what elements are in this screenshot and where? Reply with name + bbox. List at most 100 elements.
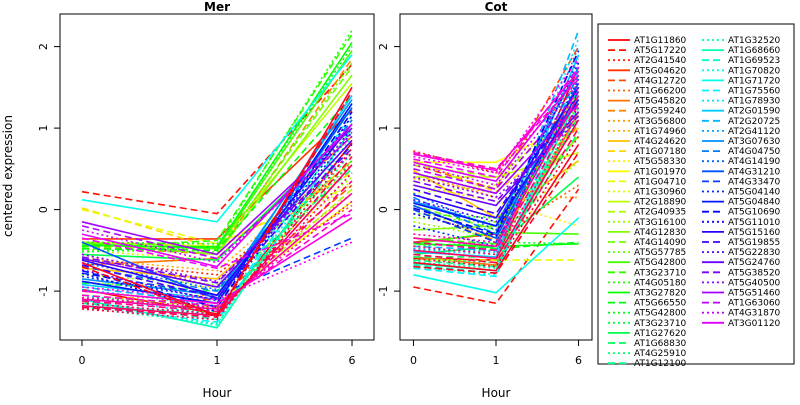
legend-label-c1-4: AT4G12720 <box>634 76 687 86</box>
series-line-mer-64 <box>81 217 353 305</box>
legend-label-c1-27: AT5G42800 <box>634 309 687 319</box>
legend-label-c2-21: AT5G22830 <box>728 248 781 258</box>
legend-label-c2-2: AT1G69523 <box>728 56 780 66</box>
series-line-cot-74 <box>413 152 580 275</box>
series-line-cot-50 <box>413 50 580 236</box>
legend-label-c2-20: AT5G19855 <box>728 238 780 248</box>
series-line-mer-73 <box>81 86 353 317</box>
legend-label-c2-12: AT4G14190 <box>728 157 781 167</box>
y-tick-label-cot-0: 2 <box>377 43 390 50</box>
legend-label-c1-1: AT5G17220 <box>634 46 687 56</box>
series-line-mer-68 <box>81 180 353 313</box>
series-group-cot <box>413 30 580 305</box>
y-tick-label-cot-1: 1 <box>377 125 390 132</box>
series-line-mer-59 <box>81 135 353 260</box>
legend-label-c2-10: AT3G07630 <box>728 137 781 147</box>
series-line-cot-59 <box>413 90 580 191</box>
series-line-cot-70 <box>413 119 580 260</box>
series-line-cot-38 <box>413 70 580 278</box>
series-line-cot-52 <box>413 86 580 219</box>
series-line-cot-65 <box>413 78 580 170</box>
legend-label-c2-19: AT5G15160 <box>728 228 781 238</box>
legend-box <box>597 23 795 365</box>
series-line-cot-28 <box>413 119 580 252</box>
legend-label-c1-17: AT2G40935 <box>634 208 686 218</box>
series-line-mer-18 <box>81 176 353 286</box>
series-line-mer-52 <box>81 123 353 297</box>
series-line-mer-57 <box>81 152 353 283</box>
series-line-mer-69 <box>81 172 353 315</box>
legend-label-c1-9: AT1G74960 <box>634 127 687 137</box>
series-line-cot-42 <box>413 46 580 253</box>
legend-label-c2-7: AT2G01590 <box>728 107 781 117</box>
y-tick-label-cot-3: -1 <box>377 286 390 297</box>
x-tick-label-cot-0: 0 <box>410 354 417 367</box>
series-line-mer-56 <box>81 147 353 284</box>
series-line-cot-64 <box>413 70 580 172</box>
legend-label-c2-6: AT1G78930 <box>728 97 781 107</box>
series-line-mer-74 <box>81 90 353 319</box>
x-axis-title-mer: Hour <box>203 386 232 400</box>
legend-label-c1-0: AT1G11860 <box>634 36 687 46</box>
series-line-cot-12 <box>413 184 579 227</box>
series-line-mer-37 <box>81 54 353 223</box>
series-line-cot-58 <box>413 103 580 195</box>
legend-label-c1-23: AT3G23710 <box>634 268 687 278</box>
legend-label-c1-26: AT5G66550 <box>634 299 687 309</box>
legend-label-c2-1: AT1G68660 <box>728 46 781 56</box>
series-line-cot-33 <box>413 103 580 270</box>
series-line-cot-1 <box>413 188 580 305</box>
series-line-cot-11 <box>413 127 580 193</box>
series-line-mer-25 <box>81 42 353 248</box>
series-line-cot-68 <box>413 103 580 252</box>
legend-label-c1-31: AT4G25910 <box>634 349 687 359</box>
y-axis-title: centered expression <box>1 115 15 237</box>
legend-label-c1-3: AT5G04620 <box>634 66 687 76</box>
legend-label-c2-26: AT1G63060 <box>728 299 781 309</box>
series-line-mer-3 <box>82 109 353 240</box>
legend-label-c1-14: AT1G04710 <box>634 177 687 187</box>
series-line-mer-26 <box>81 94 353 252</box>
series-line-cot-55 <box>413 111 580 207</box>
series-line-cot-73 <box>413 143 580 272</box>
legend-label-c2-18: AT5G11010 <box>728 218 781 228</box>
legend-label-c2-9: AT2G41120 <box>728 127 781 137</box>
series-line-cot-51 <box>413 62 580 237</box>
legend-label-c1-11: AT1G07180 <box>634 147 687 157</box>
legend-label-c1-6: AT5G45820 <box>634 97 687 107</box>
series-line-mer-44 <box>81 119 353 292</box>
panel-title-cot: Cot <box>485 0 508 14</box>
legend-label-c1-13: AT1G01970 <box>634 167 687 177</box>
series-line-mer-65 <box>81 208 353 307</box>
y-tick-label-mer-1: 1 <box>37 125 50 132</box>
legend-label-c1-12: AT5G58330 <box>634 157 687 167</box>
x-tick-label-mer-1: 1 <box>214 354 221 367</box>
series-line-mer-53 <box>81 143 353 299</box>
series-line-mer-27 <box>81 46 353 253</box>
legend-label-c2-22: AT5G24760 <box>728 258 781 268</box>
series-line-cot-49 <box>413 99 580 227</box>
x-tick-label-mer-2: 6 <box>349 354 356 367</box>
legend-label-c1-7: AT5G59240 <box>634 107 687 117</box>
legend-label-c1-29: AT1G27620 <box>634 329 687 339</box>
legend-label-c2-27: AT4G31870 <box>728 309 781 319</box>
legend-label-c1-2: AT2G41540 <box>634 56 687 66</box>
legend-label-c2-5: AT1G75560 <box>728 87 781 97</box>
y-tick-label-cot-2: 0 <box>377 206 390 213</box>
legend-label-c1-20: AT4G14090 <box>634 238 687 248</box>
series-line-mer-58 <box>81 127 353 256</box>
legend-label-c2-16: AT5G04840 <box>728 198 781 208</box>
x-tick-label-mer-0: 0 <box>78 354 85 367</box>
x-tick-label-cot-2: 6 <box>575 354 582 367</box>
series-line-cot-2 <box>413 82 580 174</box>
legend-label-c1-28: AT3G23710 <box>634 319 687 329</box>
legend-label-c1-22: AT5G42800 <box>634 258 687 268</box>
series-line-cot-56 <box>413 115 580 203</box>
panel-title-mer: Mer <box>204 0 230 14</box>
legend-label-c2-3: AT1G70820 <box>728 66 781 76</box>
legend-label-c2-28: AT3G01120 <box>728 319 781 329</box>
legend-label-c2-15: AT5G04140 <box>728 188 781 198</box>
series-line-cot-66 <box>413 86 580 244</box>
legend-label-c1-16: AT2G18890 <box>634 198 687 208</box>
